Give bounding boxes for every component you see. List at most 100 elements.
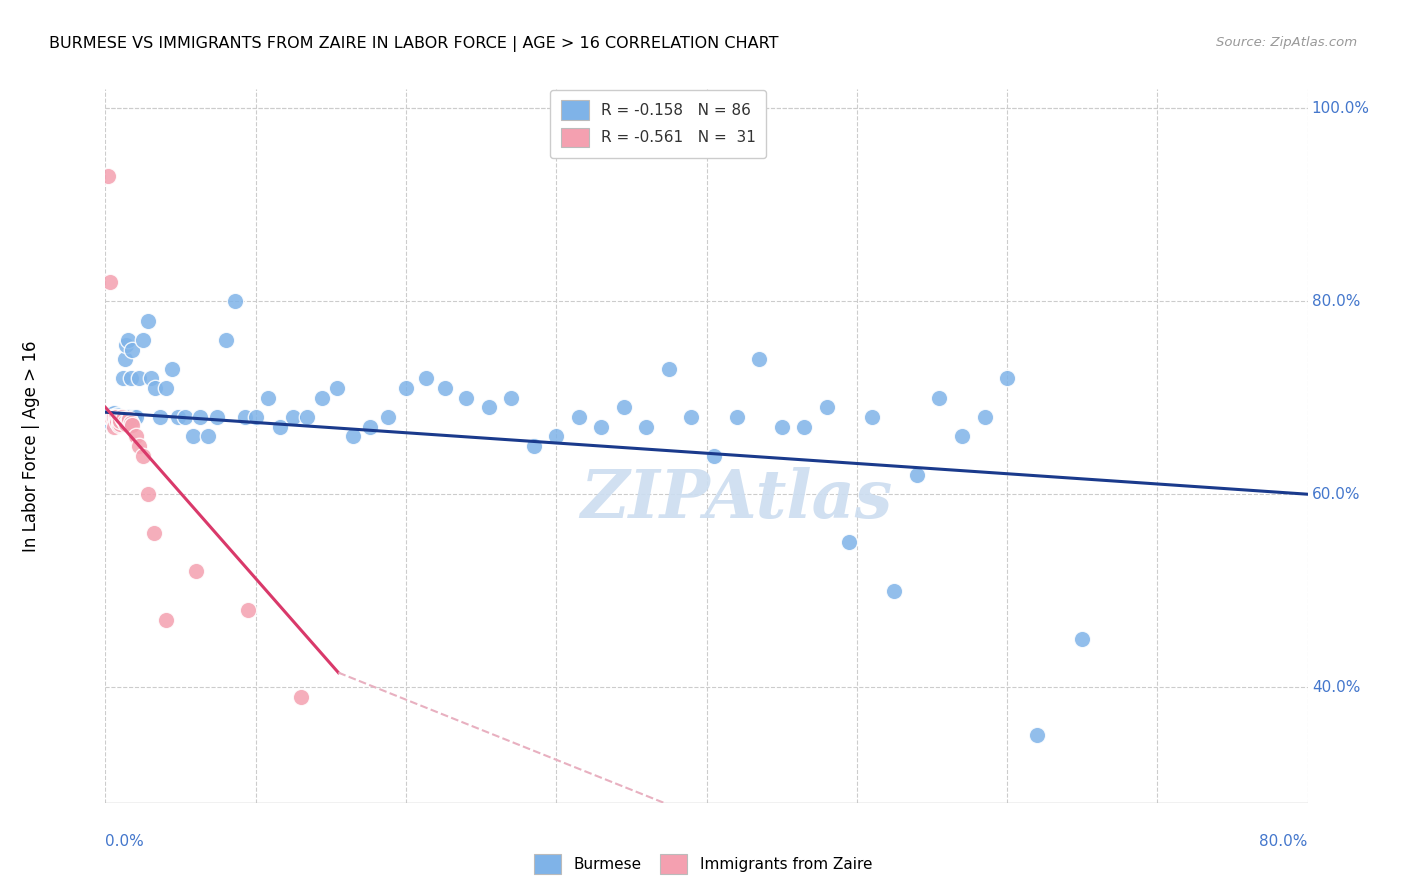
- Point: [681, 410, 703, 425]
- Point: [100, 407, 122, 421]
- Point: [108, 414, 131, 428]
- Point: [108, 412, 131, 426]
- Point: [112, 412, 135, 426]
- Point: [100, 410, 122, 425]
- Text: 0.0%: 0.0%: [105, 834, 145, 849]
- Point: [108, 411, 131, 425]
- Point: [238, 603, 260, 617]
- Point: [120, 416, 142, 430]
- Point: [117, 414, 139, 428]
- Point: [815, 401, 838, 415]
- Point: [174, 410, 197, 425]
- Point: [122, 410, 145, 425]
- Point: [101, 413, 124, 427]
- Point: [434, 381, 457, 395]
- Point: [883, 583, 905, 598]
- Point: [103, 414, 125, 428]
- Point: [160, 362, 183, 376]
- Point: [118, 410, 141, 425]
- Point: [1071, 632, 1094, 646]
- Point: [454, 391, 477, 405]
- Point: [101, 410, 124, 425]
- Point: [245, 410, 267, 425]
- Point: [973, 410, 995, 425]
- Point: [256, 391, 278, 405]
- Point: [703, 449, 725, 463]
- Point: [100, 411, 122, 425]
- Point: [111, 412, 134, 426]
- Point: [950, 429, 973, 443]
- Point: [188, 410, 211, 425]
- Point: [928, 391, 950, 405]
- Point: [658, 362, 681, 376]
- Point: [181, 429, 204, 443]
- Point: [136, 313, 159, 327]
- Point: [748, 352, 770, 367]
- Point: [117, 333, 139, 347]
- Point: [104, 410, 127, 425]
- Text: Source: ZipAtlas.com: Source: ZipAtlas.com: [1216, 36, 1357, 49]
- Point: [142, 525, 165, 540]
- Point: [725, 410, 748, 425]
- Point: [359, 419, 381, 434]
- Text: ZIPAtlas: ZIPAtlas: [581, 467, 893, 532]
- Point: [136, 487, 159, 501]
- Point: [233, 410, 256, 425]
- Point: [97, 412, 120, 426]
- Point: [793, 419, 815, 434]
- Point: [995, 371, 1018, 385]
- Point: [591, 419, 613, 434]
- Point: [103, 419, 125, 434]
- Point: [132, 449, 155, 463]
- Point: [132, 333, 155, 347]
- Point: [546, 429, 568, 443]
- Point: [1026, 728, 1049, 742]
- Point: [104, 417, 127, 431]
- Point: [214, 333, 236, 347]
- Point: [283, 410, 305, 425]
- Point: [166, 410, 188, 425]
- Point: [104, 410, 127, 425]
- Point: [121, 343, 143, 357]
- Point: [770, 419, 793, 434]
- Point: [311, 391, 333, 405]
- Point: [613, 401, 636, 415]
- Point: [111, 410, 134, 425]
- Point: [184, 565, 207, 579]
- Point: [124, 429, 146, 443]
- Point: [342, 429, 364, 443]
- Point: [205, 410, 228, 425]
- Text: BURMESE VS IMMIGRANTS FROM ZAIRE IN LABOR FORCE | AGE > 16 CORRELATION CHART: BURMESE VS IMMIGRANTS FROM ZAIRE IN LABO…: [49, 36, 779, 52]
- Point: [290, 690, 312, 704]
- Point: [905, 467, 928, 482]
- Point: [103, 410, 125, 425]
- Point: [114, 352, 136, 367]
- Point: [110, 416, 132, 430]
- Point: [415, 371, 437, 385]
- Point: [139, 371, 162, 385]
- Point: [155, 613, 177, 627]
- Point: [838, 535, 860, 549]
- Text: 100.0%: 100.0%: [1312, 101, 1369, 116]
- Point: [121, 417, 143, 432]
- Point: [110, 417, 132, 431]
- Text: 80.0%: 80.0%: [1312, 293, 1360, 309]
- Point: [478, 401, 501, 415]
- Point: [101, 409, 124, 423]
- Point: [128, 371, 150, 385]
- Text: 40.0%: 40.0%: [1312, 680, 1360, 695]
- Point: [326, 381, 349, 395]
- Text: In Labor Force | Age > 16: In Labor Force | Age > 16: [22, 340, 39, 552]
- Point: [107, 412, 129, 426]
- Point: [124, 410, 146, 425]
- Point: [860, 410, 883, 425]
- Point: [96, 410, 118, 425]
- Point: [104, 410, 127, 425]
- Point: [295, 410, 318, 425]
- Point: [197, 429, 219, 443]
- Point: [112, 371, 135, 385]
- Point: [148, 410, 170, 425]
- Legend: R = -0.158   N = 86, R = -0.561   N =  31: R = -0.158 N = 86, R = -0.561 N = 31: [550, 90, 766, 158]
- Point: [110, 414, 132, 428]
- Point: [107, 408, 129, 422]
